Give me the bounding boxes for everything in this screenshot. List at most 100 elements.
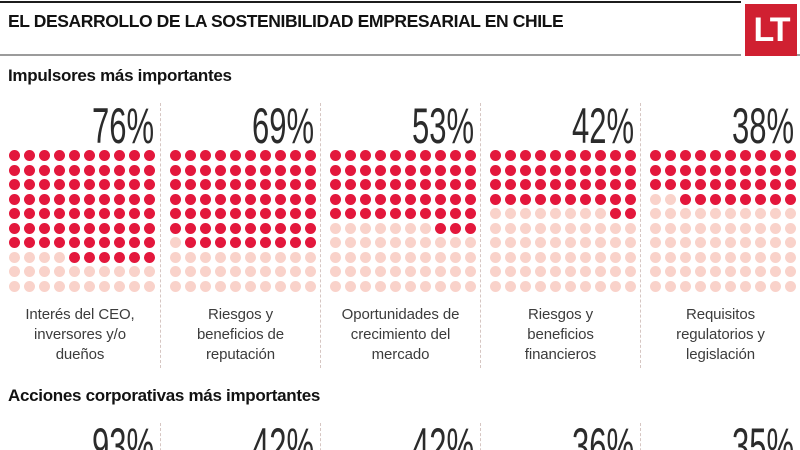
dot-empty — [565, 237, 576, 248]
dot-filled — [740, 179, 751, 190]
dot-filled — [230, 179, 241, 190]
dot-filled — [680, 150, 691, 161]
dot-empty — [725, 266, 736, 277]
dot-filled — [710, 193, 721, 205]
dot-filled — [625, 193, 636, 205]
dot-empty — [450, 237, 461, 248]
dot-filled — [755, 179, 766, 190]
dot-empty — [360, 251, 371, 263]
dot-empty — [595, 280, 606, 292]
dot-empty — [740, 237, 751, 248]
dot-filled — [625, 208, 636, 219]
dot-empty — [144, 280, 155, 292]
dot-empty — [435, 251, 446, 263]
chart-label: Requisitos regulatorios y legislación — [676, 305, 765, 363]
dot-empty — [710, 266, 721, 277]
dot-filled — [490, 179, 501, 190]
dot-filled — [99, 179, 110, 190]
dot-filled — [245, 179, 256, 190]
dot-empty — [695, 280, 706, 292]
dot-empty — [740, 266, 751, 277]
dot-filled — [144, 251, 155, 263]
dot-empty — [144, 266, 155, 277]
dot-filled — [405, 179, 416, 190]
dot-filled — [565, 164, 576, 176]
dot-filled — [215, 237, 226, 248]
dot-empty — [54, 251, 65, 263]
dot-filled — [610, 150, 621, 161]
dot-filled — [580, 150, 591, 161]
dot-empty — [710, 280, 721, 292]
dot-empty — [535, 251, 546, 263]
dot-filled — [520, 179, 531, 190]
dot-filled — [39, 222, 50, 234]
dot-empty — [665, 208, 676, 219]
dot-filled — [305, 237, 316, 248]
dot-empty — [54, 280, 65, 292]
dot-empty — [755, 251, 766, 263]
dot-filled — [435, 193, 446, 205]
dot-filled — [710, 164, 721, 176]
dot-filled — [9, 208, 20, 219]
dot-empty — [9, 251, 20, 263]
dot-empty — [610, 266, 621, 277]
dot-filled — [665, 179, 676, 190]
dot-filled — [375, 164, 386, 176]
dot-filled — [550, 164, 561, 176]
dot-filled — [305, 150, 316, 161]
percentage-value: 76% — [91, 98, 154, 154]
dot-filled — [114, 193, 125, 205]
dot-empty — [650, 193, 661, 205]
dot-filled — [275, 237, 286, 248]
dot-filled — [129, 208, 140, 219]
dot-empty — [215, 251, 226, 263]
dot-empty — [650, 208, 661, 219]
dot-filled — [290, 164, 301, 176]
dot-filled — [420, 179, 431, 190]
dot-empty — [665, 193, 676, 205]
dot-filled — [610, 208, 621, 219]
dot-empty — [435, 266, 446, 277]
dot-filled — [69, 193, 80, 205]
dot-filled — [725, 164, 736, 176]
dot-filled — [625, 164, 636, 176]
dot-filled — [129, 150, 140, 161]
dot-empty — [785, 251, 796, 263]
dot-filled — [360, 208, 371, 219]
dot-empty — [535, 280, 546, 292]
dot-empty — [710, 222, 721, 234]
percentage-value: 38% — [731, 98, 794, 154]
dot-empty — [170, 266, 181, 277]
dot-filled — [260, 222, 271, 234]
chart-label: Riesgos y beneficios financieros — [524, 305, 597, 363]
dot-empty — [755, 266, 766, 277]
dot-grid — [9, 150, 155, 292]
dot-filled — [54, 179, 65, 190]
dot-filled — [505, 150, 516, 161]
dot-filled — [695, 193, 706, 205]
dot-filled — [215, 208, 226, 219]
dot-empty — [54, 266, 65, 277]
dot-filled — [69, 164, 80, 176]
dot-empty — [305, 266, 316, 277]
dot-filled — [144, 208, 155, 219]
dot-filled — [260, 193, 271, 205]
dot-empty — [465, 251, 476, 263]
dot-filled — [185, 179, 196, 190]
dot-empty — [405, 237, 416, 248]
dot-empty — [275, 266, 286, 277]
dot-filled — [290, 193, 301, 205]
dot-filled — [330, 150, 341, 161]
dot-empty — [520, 237, 531, 248]
dot-filled — [505, 179, 516, 190]
dot-empty — [725, 237, 736, 248]
section-title-acciones: Acciones corporativas más importantes — [8, 386, 321, 405]
dot-filled — [665, 164, 676, 176]
dot-filled — [84, 251, 95, 263]
dot-chart-column: 38% Requisitos regulatorios y legislación — [640, 98, 800, 368]
dot-filled — [170, 193, 181, 205]
dot-filled — [69, 237, 80, 248]
dot-empty — [680, 208, 691, 219]
dot-filled — [465, 150, 476, 161]
